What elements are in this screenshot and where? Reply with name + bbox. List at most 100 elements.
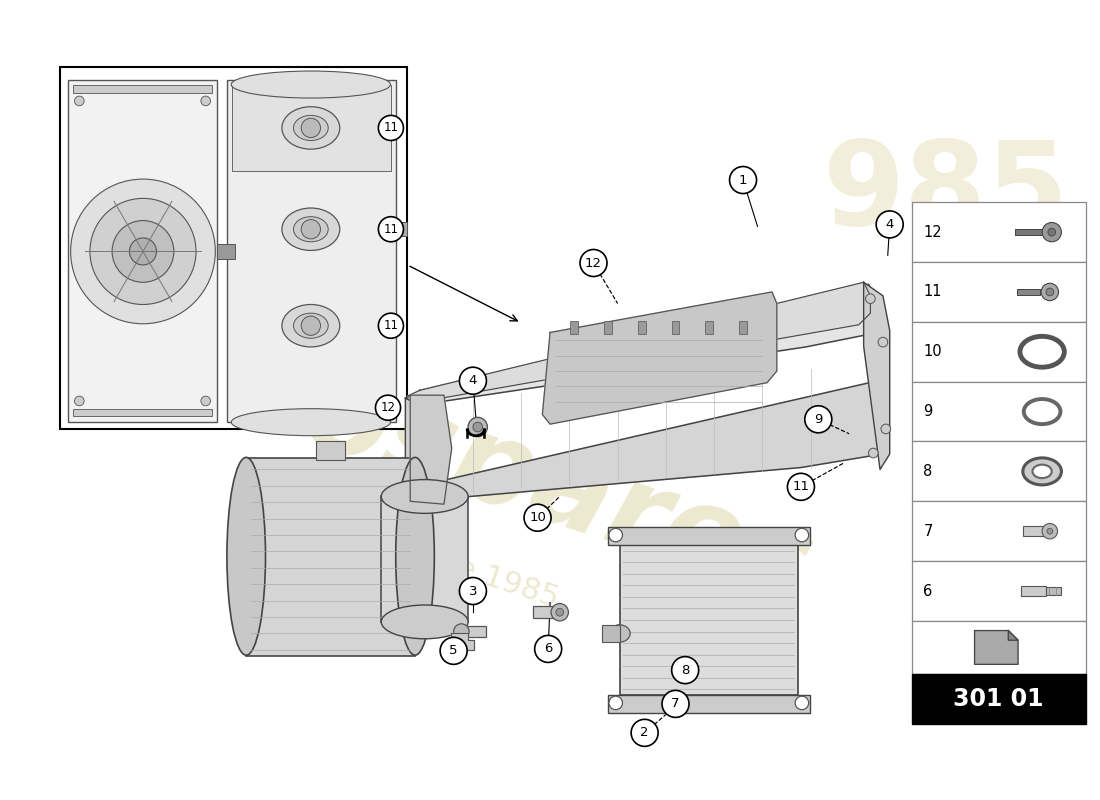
Ellipse shape [282, 106, 340, 149]
Ellipse shape [396, 458, 435, 655]
Circle shape [1046, 288, 1054, 296]
Text: a passion since 1985: a passion since 1985 [249, 486, 562, 613]
Ellipse shape [1020, 336, 1065, 367]
Circle shape [580, 250, 607, 277]
Bar [1015, 230, 1042, 235]
Bar [604, 321, 612, 334]
Ellipse shape [1033, 465, 1052, 478]
Text: 7: 7 [924, 524, 933, 538]
Circle shape [795, 528, 808, 542]
Circle shape [1048, 228, 1056, 236]
Circle shape [662, 690, 689, 718]
Text: 8: 8 [924, 464, 933, 479]
Circle shape [473, 422, 483, 432]
Text: 3: 3 [469, 585, 477, 598]
Circle shape [551, 603, 569, 621]
Ellipse shape [231, 409, 390, 436]
Circle shape [70, 179, 216, 324]
Circle shape [1042, 523, 1057, 539]
Circle shape [866, 294, 876, 303]
Text: 7: 7 [671, 698, 680, 710]
Bar [912, 202, 1086, 262]
Circle shape [378, 313, 404, 338]
Circle shape [301, 118, 320, 138]
Text: 11: 11 [792, 480, 810, 494]
Bar [532, 606, 556, 618]
Circle shape [556, 608, 563, 616]
Text: eurospares: eurospares [81, 288, 826, 628]
Ellipse shape [1023, 458, 1062, 485]
Bar [218, 244, 234, 259]
Bar [912, 382, 1086, 442]
Text: 9: 9 [924, 404, 933, 419]
Polygon shape [407, 282, 870, 402]
Circle shape [301, 316, 320, 335]
Text: 12: 12 [924, 225, 942, 240]
Circle shape [1042, 222, 1062, 242]
Polygon shape [542, 292, 777, 424]
Circle shape [378, 217, 404, 242]
Bar [638, 321, 646, 334]
Circle shape [201, 96, 210, 106]
Bar [912, 502, 1086, 561]
Circle shape [112, 221, 174, 282]
Text: 4: 4 [469, 374, 477, 387]
Circle shape [805, 406, 832, 433]
Ellipse shape [282, 305, 340, 347]
Bar [246, 458, 415, 656]
Text: 9: 9 [814, 413, 823, 426]
Text: 8: 8 [681, 664, 690, 677]
Polygon shape [400, 381, 888, 502]
Circle shape [877, 211, 903, 238]
Bar [912, 621, 1086, 674]
Circle shape [869, 448, 878, 458]
Ellipse shape [282, 208, 340, 250]
Text: 6: 6 [924, 583, 933, 598]
Text: 1: 1 [739, 174, 747, 186]
Circle shape [881, 424, 891, 434]
Text: 11: 11 [384, 319, 398, 332]
Circle shape [453, 624, 469, 639]
Ellipse shape [294, 115, 328, 141]
Text: 301 01: 301 01 [954, 687, 1044, 711]
Text: 11: 11 [384, 122, 398, 134]
Ellipse shape [609, 625, 630, 642]
Circle shape [201, 396, 210, 406]
Bar [73, 409, 212, 417]
Circle shape [1042, 283, 1058, 301]
Circle shape [524, 504, 551, 531]
Bar [1021, 586, 1046, 596]
Bar [739, 321, 747, 334]
Text: 10: 10 [529, 511, 546, 524]
Bar [912, 674, 1086, 724]
Ellipse shape [1024, 399, 1060, 424]
Bar [608, 695, 810, 713]
Ellipse shape [294, 313, 328, 338]
Text: 5: 5 [450, 644, 458, 658]
Ellipse shape [231, 71, 390, 98]
Circle shape [301, 219, 320, 239]
Text: 2: 2 [640, 726, 649, 739]
Circle shape [631, 719, 658, 746]
Bar [1023, 526, 1044, 536]
Bar [396, 222, 407, 236]
Circle shape [1047, 528, 1053, 534]
Bar [619, 542, 798, 695]
Bar [705, 321, 713, 334]
Polygon shape [864, 282, 890, 470]
Circle shape [440, 638, 467, 664]
Bar [571, 321, 579, 334]
Bar [73, 86, 212, 94]
Text: 985: 985 [823, 135, 1069, 250]
Ellipse shape [227, 458, 265, 655]
Circle shape [795, 696, 808, 710]
Circle shape [788, 474, 814, 500]
Bar [232, 85, 390, 171]
Bar [608, 527, 810, 545]
Circle shape [609, 528, 623, 542]
Text: 11: 11 [384, 222, 398, 236]
Text: 6: 6 [544, 642, 552, 655]
Polygon shape [1009, 630, 1018, 640]
Bar [672, 321, 680, 334]
Circle shape [75, 96, 84, 106]
